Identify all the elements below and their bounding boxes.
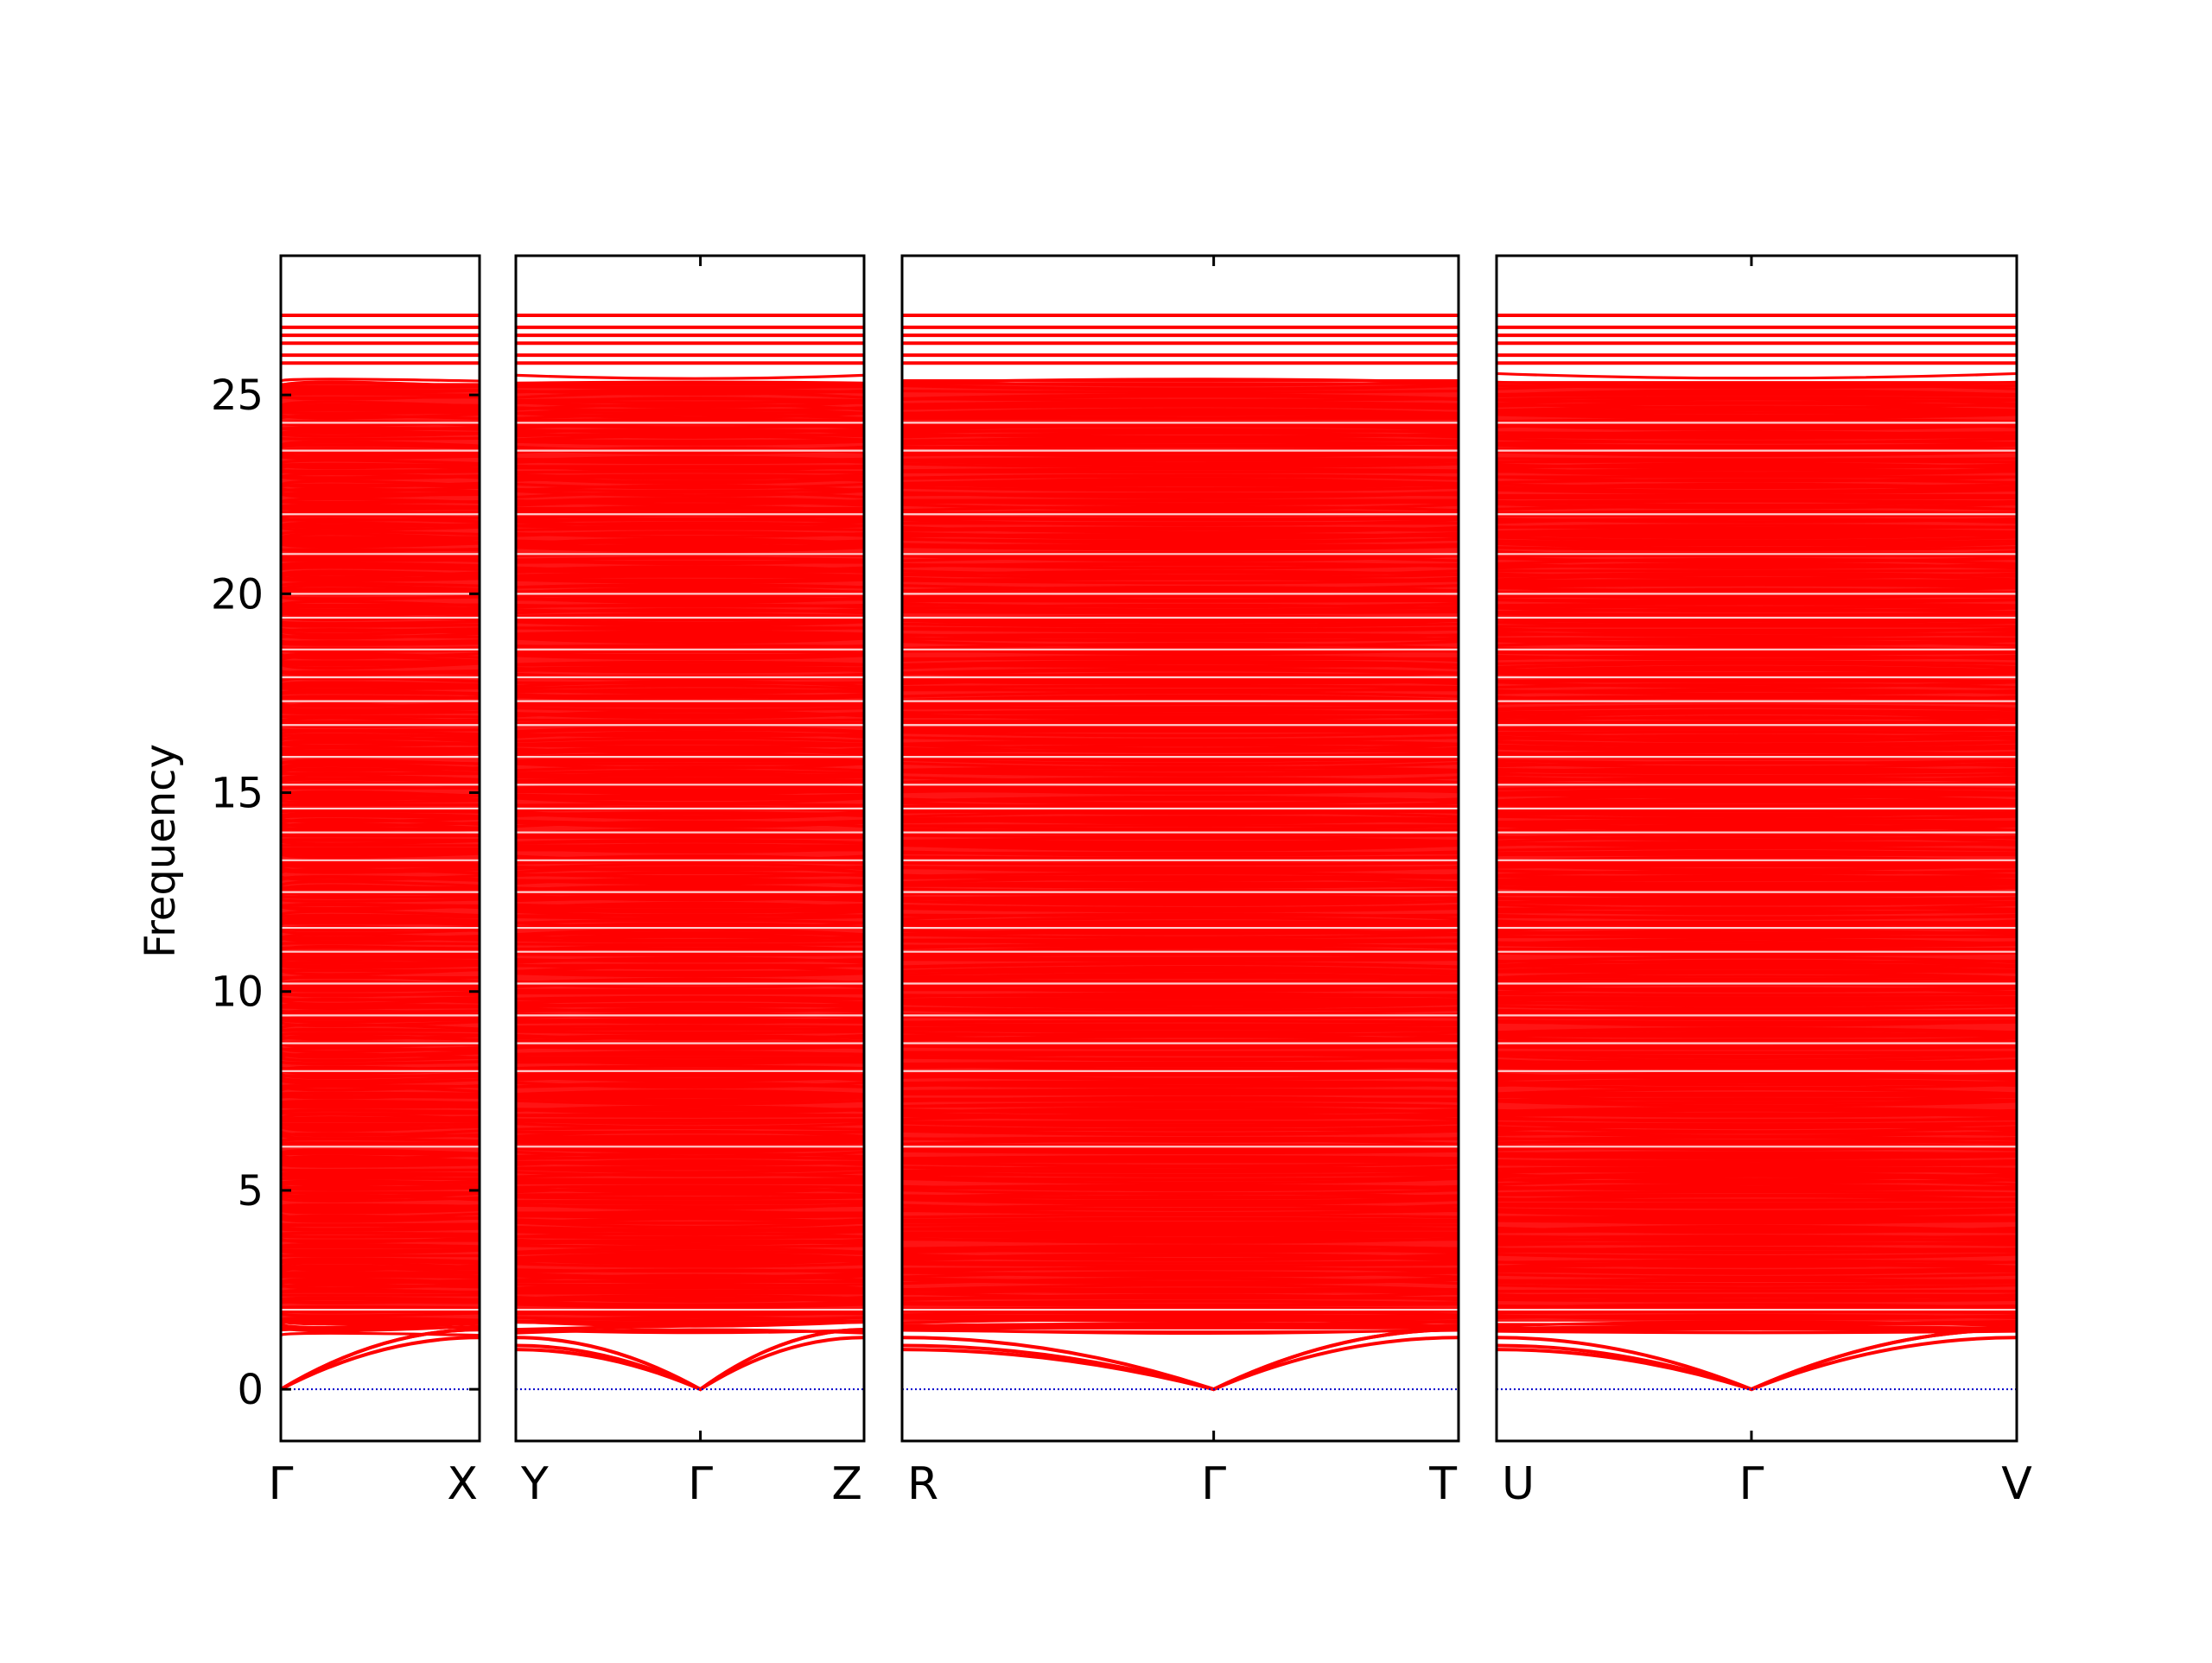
acoustic-branch (516, 1330, 864, 1389)
acoustic-branch (1497, 1337, 2017, 1389)
x-tick-label: Z (831, 1458, 862, 1510)
x-tick-label: T (1428, 1458, 1457, 1510)
y-tick-label: 10 (211, 968, 264, 1017)
panel-4-bands (1497, 315, 2017, 1389)
x-tick-label: V (2001, 1458, 2032, 1510)
bands-layer (281, 315, 2017, 1389)
y-tick-label: 0 (237, 1366, 264, 1414)
band-line (516, 375, 864, 378)
band-line (1497, 373, 2017, 378)
acoustic-branch (516, 1330, 864, 1389)
acoustic-branch (902, 1337, 1459, 1389)
acoustic-branch (902, 1330, 1459, 1389)
y-tick-label: 5 (237, 1167, 264, 1216)
x-tick-label: Γ (1201, 1458, 1226, 1510)
x-tick-label: U (1502, 1458, 1535, 1510)
x-tick-label: Γ (269, 1458, 294, 1510)
band-region (902, 383, 1459, 1322)
band-line (902, 1330, 1459, 1332)
y-tick-label: 25 (211, 371, 264, 420)
x-tick-label: X (447, 1458, 478, 1510)
y-tick-label: 15 (211, 770, 264, 818)
acoustic-branch (1497, 1330, 2017, 1389)
acoustic-branch (1497, 1330, 2017, 1389)
panel-3-bands (902, 315, 1459, 1389)
x-tick-label: Γ (1738, 1458, 1764, 1510)
y-tick-label: 20 (211, 570, 264, 619)
band-region (516, 383, 864, 1322)
panel-2-bands (516, 315, 864, 1389)
y-axis-label: Frequency (137, 744, 185, 958)
band-line (281, 379, 480, 381)
x-tick-label: Y (520, 1458, 549, 1510)
panel-1-bands (281, 315, 480, 1389)
band-line (281, 1333, 480, 1335)
band-region (281, 383, 480, 1322)
band-line (516, 382, 864, 383)
band-region (1497, 383, 2017, 1322)
x-tick-label: R (907, 1458, 938, 1510)
x-tick-label: Γ (688, 1458, 713, 1510)
acoustic-branch (516, 1337, 864, 1389)
